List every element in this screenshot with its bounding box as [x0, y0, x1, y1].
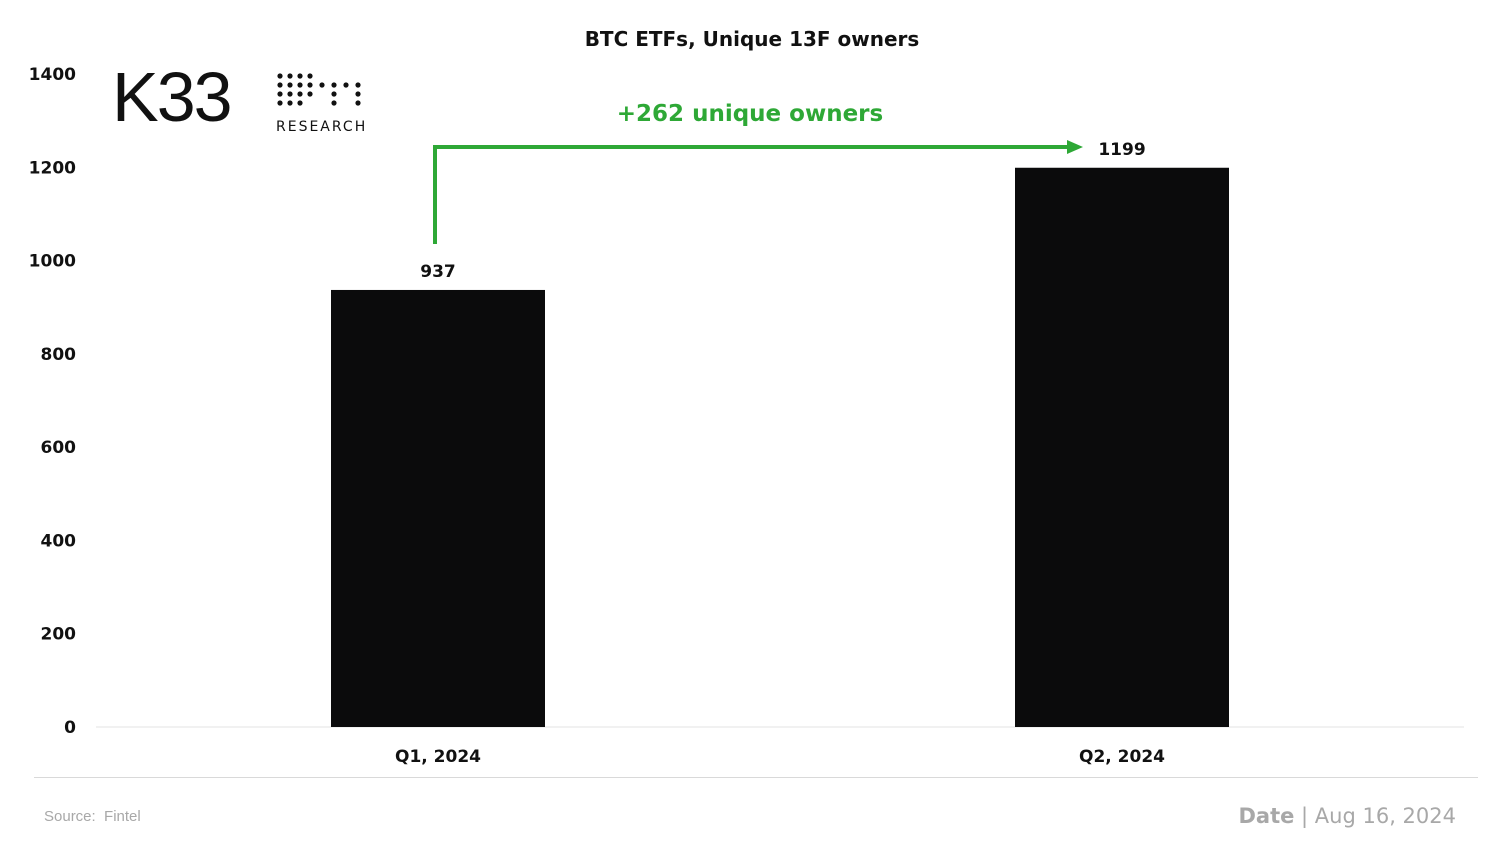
date-label: Date — [1238, 804, 1295, 828]
bar-value-label: 937 — [420, 262, 456, 282]
source-note: Source: Fintel — [44, 808, 141, 825]
y-tick-label: 1200 — [29, 158, 76, 178]
x-tick-label: Q2, 2024 — [1079, 747, 1165, 767]
change-annotation-label: +262 unique owners — [617, 101, 883, 127]
bars: 937 1199 — [331, 140, 1229, 727]
k33-logo: K33 RESEARCH — [112, 62, 372, 140]
y-tick-label: 1400 — [29, 65, 76, 85]
date-value: Aug 16, 2024 — [1314, 804, 1456, 828]
date-stamp: Date | Aug 16, 2024 — [1238, 804, 1456, 828]
logo-subtitle: RESEARCH — [276, 119, 368, 135]
footer-divider — [34, 777, 1478, 778]
logo-dots-icon — [277, 73, 361, 106]
y-tick-label: 200 — [41, 625, 77, 645]
change-arrow-line — [433, 145, 1069, 244]
change-annotation: +262 unique owners — [433, 101, 1083, 244]
y-tick-label: 600 — [41, 438, 77, 458]
y-axis: 0 200 400 600 800 1000 1200 1400 — [29, 65, 76, 738]
x-tick-label: Q1, 2024 — [395, 747, 481, 767]
y-tick-label: 800 — [41, 345, 77, 365]
y-tick-label: 400 — [41, 531, 77, 551]
y-tick-label: 0 — [64, 718, 76, 738]
bar — [1015, 167, 1229, 727]
bar — [331, 289, 545, 727]
bar-value-label: 1199 — [1098, 140, 1145, 160]
x-axis: Q1, 2024 Q2, 2024 — [395, 747, 1165, 767]
logo-wordmark: K33 — [112, 58, 233, 136]
y-tick-label: 1000 — [29, 252, 76, 272]
chart-title: BTC ETFs, Unique 13F owners — [585, 27, 920, 51]
arrowhead-icon — [1067, 140, 1083, 154]
